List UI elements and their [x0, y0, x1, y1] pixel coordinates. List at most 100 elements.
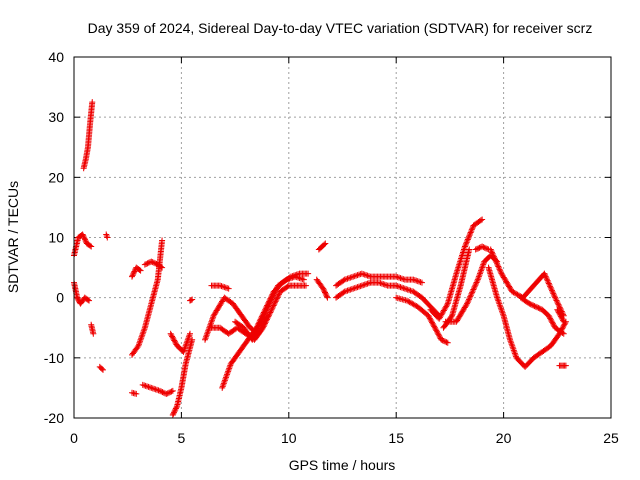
point-marker [129, 272, 136, 279]
point-marker [397, 275, 404, 282]
point-marker [492, 257, 499, 264]
point-marker [554, 306, 561, 313]
point-marker [545, 279, 552, 286]
point-marker [469, 287, 476, 294]
point-marker [363, 281, 370, 288]
point-marker [550, 322, 557, 329]
point-marker [87, 242, 94, 249]
point-marker [265, 302, 272, 309]
point-marker [413, 277, 420, 284]
series-s4 [88, 321, 97, 337]
point-marker [171, 409, 178, 416]
point-marker [472, 246, 479, 253]
point-marker [80, 232, 87, 239]
point-marker [407, 287, 414, 294]
point-marker [302, 282, 309, 289]
point-marker [146, 384, 153, 391]
series-s21 [313, 276, 331, 301]
point-marker [495, 264, 502, 271]
point-marker [440, 337, 447, 344]
point-marker [273, 285, 280, 292]
point-marker [466, 295, 473, 302]
point-marker [416, 278, 423, 285]
point-marker [321, 288, 328, 295]
point-marker [549, 289, 556, 296]
point-marker [344, 287, 351, 294]
point-marker [427, 316, 434, 323]
point-marker [172, 340, 179, 347]
point-marker [273, 286, 280, 293]
point-marker [466, 246, 473, 253]
point-marker [263, 306, 270, 313]
point-marker [264, 304, 271, 311]
x-tick-labels: 0 5 10 15 20 25 [70, 430, 619, 446]
point-marker [251, 332, 258, 339]
point-marker [340, 289, 347, 296]
point-marker [268, 296, 275, 303]
series-s11 [139, 381, 176, 397]
point-marker [350, 285, 357, 292]
point-marker [139, 381, 146, 388]
point-marker [261, 310, 268, 317]
series-s33 [554, 306, 567, 325]
point-marker [189, 336, 196, 343]
point-marker [472, 282, 479, 289]
y-tick-labels: -20 -10 0 10 20 30 40 [44, 49, 64, 426]
point-marker [186, 330, 193, 337]
point-marker [554, 298, 561, 305]
point-marker [545, 280, 552, 287]
point-marker [443, 302, 450, 309]
point-marker [148, 384, 155, 391]
point-marker [154, 386, 161, 393]
point-marker [222, 284, 229, 291]
point-marker [84, 296, 91, 303]
point-marker [543, 276, 550, 283]
point-marker [555, 308, 562, 315]
point-marker [261, 311, 268, 318]
point-marker [377, 280, 384, 287]
x-tick-label: 5 [178, 430, 186, 446]
point-marker [465, 233, 472, 240]
point-marker [263, 307, 270, 314]
point-marker [425, 312, 432, 319]
point-marker [270, 292, 277, 299]
point-marker [542, 272, 549, 279]
point-marker [145, 383, 152, 390]
point-marker [160, 389, 167, 396]
point-marker [271, 290, 278, 297]
point-marker [487, 246, 494, 253]
point-marker [393, 273, 400, 280]
point-marker [169, 411, 176, 418]
point-marker [130, 269, 137, 276]
point-marker [324, 294, 331, 301]
point-marker [354, 272, 361, 279]
point-marker [444, 339, 451, 346]
point-marker [171, 408, 178, 415]
point-marker [297, 275, 304, 282]
point-marker [159, 264, 166, 271]
point-marker [163, 390, 170, 397]
series-s25 [427, 216, 486, 322]
point-marker [159, 237, 166, 244]
point-marker [556, 302, 563, 309]
point-marker [532, 303, 539, 310]
point-marker [360, 282, 367, 289]
point-marker [221, 284, 228, 291]
point-marker [410, 276, 417, 283]
point-marker [347, 274, 354, 281]
point-marker [363, 272, 370, 279]
point-marker [494, 260, 501, 267]
point-marker [542, 273, 549, 280]
point-marker [354, 284, 361, 291]
point-marker [463, 240, 470, 247]
point-marker [323, 293, 330, 300]
point-marker [145, 259, 152, 266]
point-marker [550, 320, 557, 327]
point-marker [550, 290, 557, 297]
series-s23 [333, 279, 443, 319]
point-marker [80, 234, 87, 241]
x-tick-label: 0 [70, 430, 78, 446]
point-marker [355, 283, 362, 290]
point-marker [378, 280, 385, 287]
point-marker [266, 300, 273, 307]
